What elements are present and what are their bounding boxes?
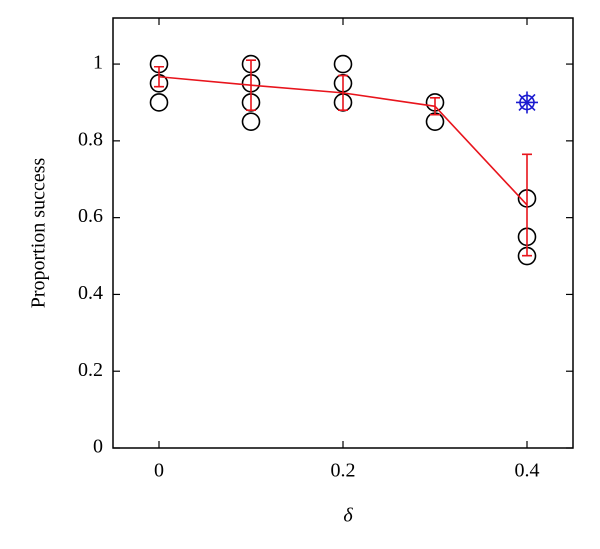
- x-tick-label: 0: [154, 460, 164, 482]
- error-bar: [246, 59, 256, 111]
- error-bar: [154, 65, 164, 88]
- data-point: [149, 93, 169, 112]
- x-axis-label: δ: [343, 505, 353, 527]
- data-point: [241, 112, 261, 131]
- y-tick-label: 0.6: [78, 205, 103, 227]
- x-tick-label: 0.4: [515, 460, 540, 482]
- data-point: [333, 54, 353, 74]
- y-tick-label: 0.4: [78, 282, 103, 304]
- highlight-point: [516, 91, 538, 114]
- y-tick-label: 0: [93, 436, 103, 458]
- error-bar: [338, 74, 348, 111]
- error-bar: [430, 97, 440, 116]
- y-tick-label: 1: [93, 52, 103, 74]
- error-bar: [522, 153, 532, 257]
- y-tick-label: 0.2: [78, 359, 103, 381]
- x-tick-label: 0.2: [331, 460, 356, 482]
- y-tick-label: 0.8: [78, 128, 103, 150]
- data-point: [425, 112, 445, 131]
- y-axis-label: Proportion success: [28, 158, 50, 309]
